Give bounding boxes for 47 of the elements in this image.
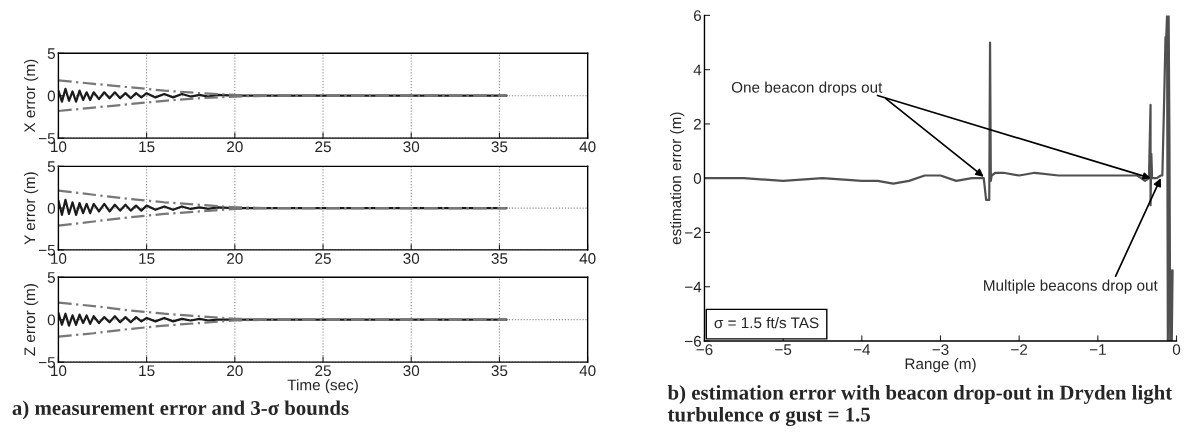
y-axis-title: Z error (m) <box>23 284 39 356</box>
y-axis-title: estimation error (m) <box>670 112 685 245</box>
y-tick-label: −2 <box>685 227 701 238</box>
x-tick-label: −2 <box>1011 344 1028 355</box>
y-tick-label: 0 <box>693 173 702 184</box>
x-tick-label: 25 <box>315 365 331 377</box>
x-tick-label: 25 <box>315 141 331 153</box>
x-axis-title: Range (m) <box>905 358 976 373</box>
x-tick-label: 35 <box>491 365 508 377</box>
x-tick-label: 0 <box>1172 344 1181 355</box>
x-tick-label: 15 <box>139 141 155 153</box>
text: b) estimation error with beacon drop-out in Dryden light turbulence σ gust = 1.5 <box>667 385 1173 426</box>
y-tick-label: −4 <box>685 281 702 293</box>
annotation: Multiple beacons drop out <box>984 279 1158 294</box>
y-axis-title: X error (m) <box>23 59 39 133</box>
x-tick-label: 20 <box>227 253 243 264</box>
y-tick-label: 0 <box>47 202 56 214</box>
x-tick-label: 30 <box>403 141 420 153</box>
annotation: One beacon drops out <box>731 81 883 96</box>
x-tick-label: 25 <box>315 253 331 264</box>
y-tick-label: 6 <box>693 10 702 22</box>
x-tick-label: 15 <box>139 253 155 264</box>
x-tick-label: −5 <box>775 344 792 355</box>
x-tick-label: −4 <box>853 344 871 355</box>
y-tick-label: 5 <box>47 272 55 283</box>
x-tick-label: 40 <box>579 365 596 377</box>
annotation: σ = 1.5 ft/s TAS <box>714 316 819 329</box>
y-tick-label: 0 <box>47 90 56 102</box>
x-tick-label: 40 <box>579 253 596 264</box>
y-axis-title: Y error (m) <box>23 172 39 245</box>
y-tick-label: 2 <box>693 118 701 130</box>
x-tick-label: 15 <box>139 365 155 377</box>
x-tick-label: −1 <box>1089 344 1106 355</box>
x-tick-label: 35 <box>491 253 508 264</box>
x-axis-title: Time (sec) <box>287 379 358 394</box>
x-tick-label: 35 <box>491 141 508 153</box>
y-tick-label: 5 <box>47 161 55 173</box>
x-tick-label: 20 <box>227 141 243 153</box>
x-tick-label: 30 <box>403 365 420 377</box>
y-tick-label: 0 <box>47 314 56 326</box>
x-tick-label: 30 <box>403 253 420 264</box>
y-tick-label: 4 <box>693 64 702 76</box>
x-tick-label: 20 <box>227 365 243 377</box>
text: a) measurement error and 3-σ bounds <box>12 400 349 420</box>
x-tick-label: 40 <box>579 141 596 153</box>
x-tick-label: −3 <box>932 344 949 355</box>
y-tick-label: 5 <box>47 48 55 59</box>
